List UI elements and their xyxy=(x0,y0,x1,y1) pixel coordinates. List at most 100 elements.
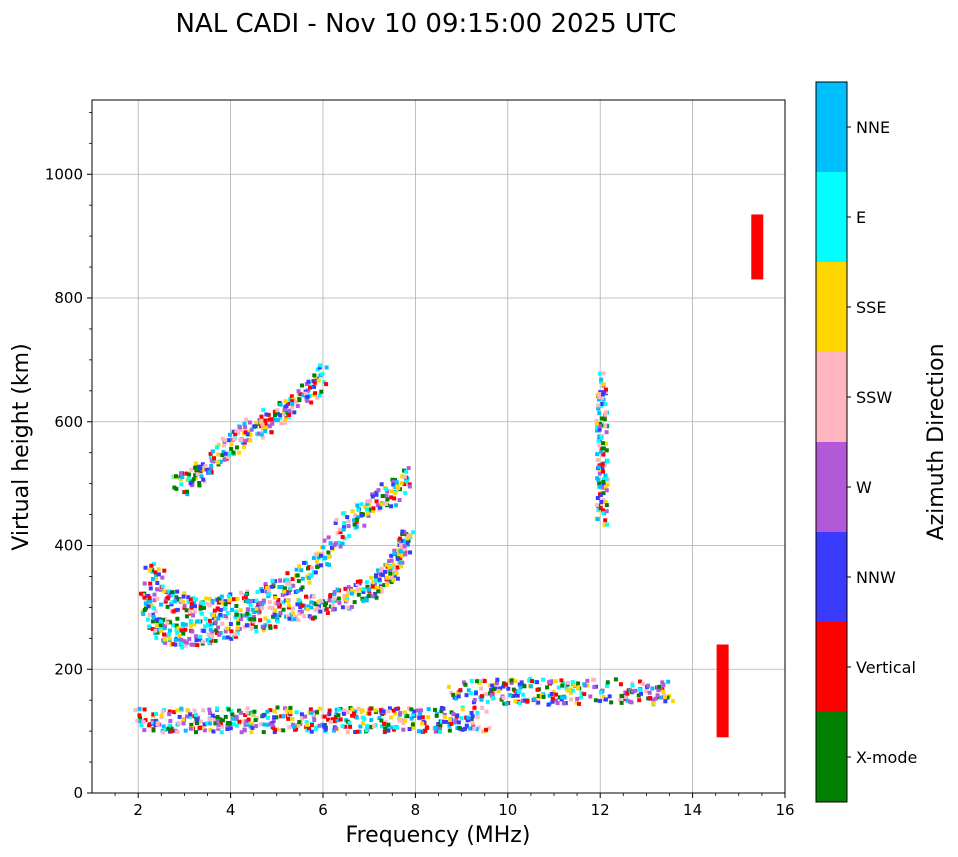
echo-mark xyxy=(186,708,191,713)
x-axis-ticks: 2 4 6 8 10 12 14 16 xyxy=(114,793,795,819)
echo-mark xyxy=(249,626,254,631)
echo-mark xyxy=(470,720,475,725)
echo-mark xyxy=(216,462,221,467)
echo-mark xyxy=(245,589,250,594)
echo-mark xyxy=(370,492,375,497)
echo-mark xyxy=(242,624,247,629)
echo-mark xyxy=(281,728,286,733)
echo-mark xyxy=(270,723,275,728)
echo-mark xyxy=(222,635,227,640)
echo-mark xyxy=(609,700,614,705)
echo-mark xyxy=(346,519,351,524)
echo-mark xyxy=(278,413,283,418)
echo-mark xyxy=(306,604,311,609)
echo-mark xyxy=(208,727,213,732)
echo-mark xyxy=(561,701,566,706)
echo-mark xyxy=(374,492,379,497)
echo-mark xyxy=(592,685,597,690)
echo-mark xyxy=(392,551,397,556)
echo-mark xyxy=(150,576,155,581)
echo-mark xyxy=(234,603,239,608)
echo-mark xyxy=(318,706,323,711)
echo-mark xyxy=(379,718,384,723)
echo-mark xyxy=(253,624,258,629)
echo-mark xyxy=(146,599,151,604)
echo-mark xyxy=(193,730,198,735)
echo-mark xyxy=(303,391,308,396)
echo-mark xyxy=(523,698,528,703)
echo-mark xyxy=(644,689,649,694)
echo-mark xyxy=(367,502,372,507)
echo-mark xyxy=(298,605,303,610)
echo-mark xyxy=(277,585,282,590)
echo-mark xyxy=(227,598,232,603)
echo-mark xyxy=(156,572,161,577)
echo-mark xyxy=(296,723,301,728)
echo-mark xyxy=(391,578,396,583)
echo-mark xyxy=(290,399,295,404)
echo-mark xyxy=(215,607,220,612)
echo-mark xyxy=(392,573,397,578)
echo-mark xyxy=(340,534,345,539)
colorbar-frame xyxy=(815,81,848,803)
colorbar-tick-label: E xyxy=(856,208,866,227)
echo-mark xyxy=(138,719,143,724)
echo-mark xyxy=(601,452,606,457)
echo-mark xyxy=(159,713,164,718)
echo-mark xyxy=(618,697,623,702)
echo-mark xyxy=(349,604,354,609)
echo-mark xyxy=(598,493,603,498)
echo-mark xyxy=(162,632,167,637)
echo-mark xyxy=(309,600,314,605)
echo-mark xyxy=(176,626,181,631)
echo-mark xyxy=(403,552,408,557)
echo-mark xyxy=(565,688,570,693)
echo-mark xyxy=(312,615,317,620)
echo-mark xyxy=(238,710,243,715)
echo-mark xyxy=(460,707,465,712)
echo-mark xyxy=(355,729,360,734)
echo-mark xyxy=(147,568,152,573)
echo-mark xyxy=(160,575,165,580)
echo-mark xyxy=(375,585,380,590)
echo-mark xyxy=(270,421,275,426)
echo-mark xyxy=(299,712,304,717)
echo-mark xyxy=(603,412,608,417)
echo-mark xyxy=(504,701,509,706)
echo-mark xyxy=(217,632,222,637)
echo-mark xyxy=(222,457,227,462)
echo-mark xyxy=(150,612,155,617)
echo-mark xyxy=(150,627,155,632)
echo-mark xyxy=(163,727,168,732)
x-tick-label: 10 xyxy=(498,801,517,819)
echo-mark xyxy=(493,686,498,691)
echo-mark xyxy=(245,432,250,437)
echo-mark xyxy=(496,689,501,694)
echo-mark xyxy=(388,567,393,572)
echo-mark xyxy=(187,636,192,641)
echo-mark xyxy=(193,609,198,614)
echo-mark xyxy=(231,722,236,727)
echo-mark xyxy=(227,452,232,457)
echo-mark xyxy=(300,576,305,581)
echo-mark xyxy=(169,726,174,731)
echo-mark xyxy=(355,587,360,592)
echo-mark xyxy=(188,610,193,615)
echo-mark xyxy=(365,511,370,516)
echo-mark xyxy=(260,624,265,629)
echo-mark xyxy=(661,682,666,687)
echo-mark xyxy=(183,627,188,632)
echo-mark xyxy=(334,707,339,712)
echo-mark xyxy=(307,726,312,731)
echo-mark xyxy=(530,679,535,684)
echo-mark xyxy=(491,687,496,692)
echo-mark xyxy=(392,490,397,495)
echo-mark xyxy=(595,503,600,508)
echo-mark xyxy=(258,600,263,605)
echo-mark xyxy=(163,640,168,645)
echo-mark xyxy=(358,579,363,584)
echo-mark xyxy=(181,721,186,726)
echo-mark xyxy=(282,407,287,412)
echo-mark xyxy=(570,680,575,685)
y-tick-label: 400 xyxy=(54,537,83,555)
